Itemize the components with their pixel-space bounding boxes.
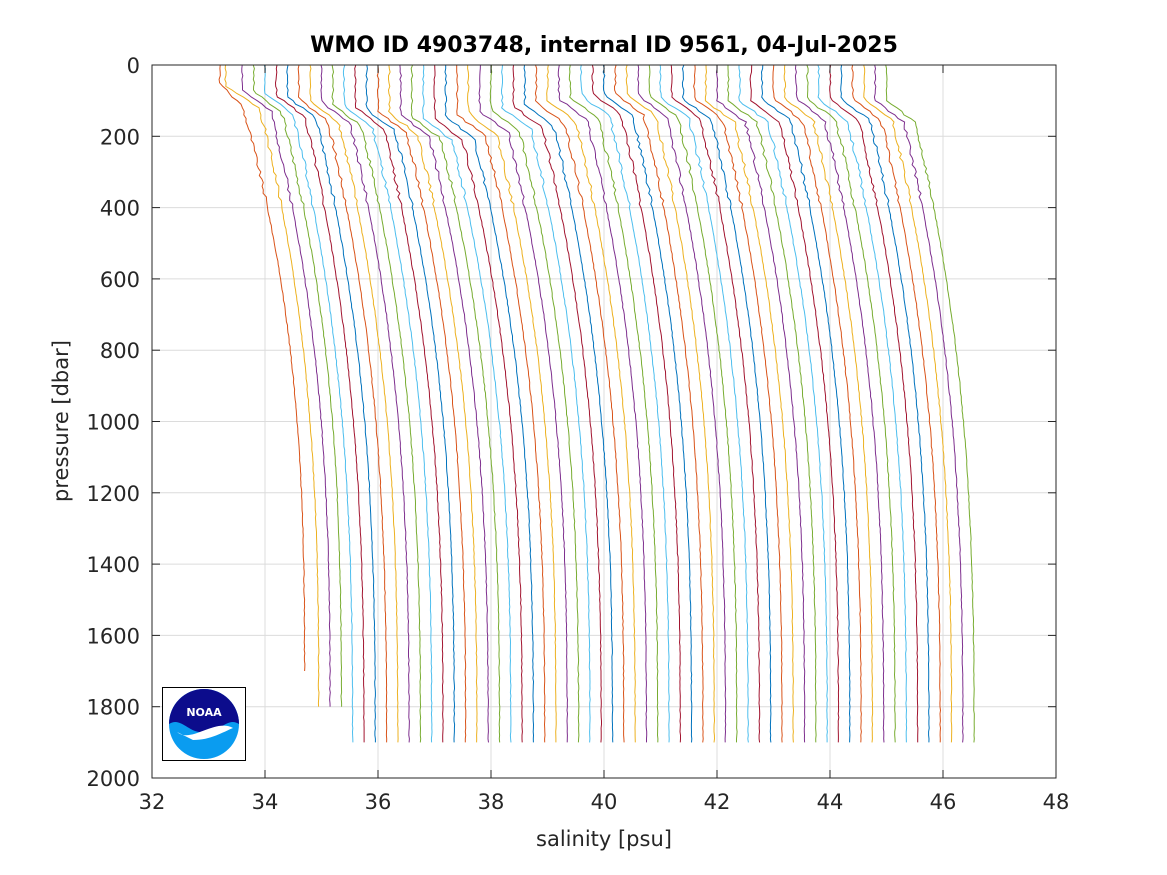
y-tick-label: 2000	[87, 767, 140, 791]
profile-line-2	[224, 64, 320, 707]
profile-line-18	[410, 64, 501, 743]
x-tick-label: 36	[365, 790, 392, 814]
profile-line-58	[863, 64, 953, 743]
profile-line-26	[500, 64, 591, 743]
profile-line-17	[399, 64, 489, 743]
profile-line-21	[444, 65, 535, 743]
y-tick-label: 800	[100, 339, 140, 363]
y-tick-label: 0	[127, 54, 140, 78]
profile-line-32	[568, 64, 659, 743]
profile-line-27	[512, 64, 602, 743]
y-tick-label: 600	[100, 268, 140, 292]
profile-line-15	[376, 64, 467, 743]
profile-line-54	[817, 64, 908, 743]
profile-line-29	[534, 64, 625, 743]
profile-line-45	[715, 64, 806, 743]
profile-line-13	[354, 64, 444, 743]
y-tick-label: 200	[100, 125, 140, 149]
profile-line-53	[806, 64, 896, 743]
profile-line-16	[387, 64, 478, 743]
profile-line-19	[422, 64, 512, 743]
profile-line-55	[829, 64, 919, 743]
profile-line-36	[613, 64, 704, 743]
profile-line-3	[241, 64, 331, 707]
profile-line-59	[873, 64, 964, 743]
profile-line-35	[602, 64, 693, 743]
y-tick-label: 1000	[87, 411, 140, 435]
profile-line-52	[794, 64, 885, 743]
profile-line-40	[659, 64, 749, 743]
profile-line-49	[760, 64, 851, 743]
x-tick-label: 44	[817, 790, 844, 814]
profile-line-22	[455, 65, 546, 743]
profile-line-24	[478, 64, 569, 743]
noaa-logo: NOAA	[162, 687, 246, 761]
profile-line-14	[365, 64, 456, 743]
profile-line-6	[274, 64, 365, 743]
profile-line-31	[557, 64, 648, 743]
x-tick-label: 48	[1043, 790, 1070, 814]
profiles	[218, 64, 975, 743]
profile-line-25	[489, 64, 580, 743]
profile-line-34	[591, 64, 681, 743]
profile-line-12	[342, 64, 433, 743]
x-axis-label: salinity [psu]	[536, 827, 672, 851]
profile-line-46	[727, 65, 817, 743]
profile-line-28	[523, 64, 614, 743]
profile-line-38	[637, 64, 727, 743]
y-tick-label: 1400	[87, 553, 140, 577]
profile-line-23	[467, 64, 557, 743]
x-tick-label: 32	[139, 790, 166, 814]
profile-line-4	[252, 64, 343, 707]
profile-line-44	[704, 64, 795, 743]
profile-line-10	[320, 64, 410, 743]
profile-line-43	[693, 64, 783, 743]
logo-wordmark: NOAA	[186, 706, 222, 719]
ticks: 32 34 36 38 40 42 44 46 48 0 200 400 600 800 1000 1200 1…	[87, 54, 1070, 814]
y-tick-label: 1800	[87, 696, 140, 720]
logo-gull-wave	[177, 725, 233, 740]
profile-line-11	[331, 64, 422, 743]
profile-line-30	[546, 64, 636, 743]
profile-line-37	[625, 64, 716, 743]
profile-line-41	[670, 64, 761, 743]
y-tick-label: 1600	[87, 624, 140, 648]
profile-line-60	[885, 64, 975, 743]
y-tick-label: 1200	[87, 482, 140, 506]
profile-line-47	[738, 65, 828, 743]
profile-line-48	[749, 64, 840, 743]
profile-line-33	[580, 64, 670, 743]
logo-top-half	[169, 689, 239, 733]
profile-line-9	[309, 64, 399, 743]
x-tick-label: 40	[591, 790, 618, 814]
profile-line-39	[648, 64, 738, 743]
profile-line-1	[218, 64, 306, 672]
chart-title: WMO ID 4903748, internal ID 9561, 04-Jul…	[310, 33, 898, 58]
y-axis-label: pressure [dbar]	[49, 340, 73, 502]
y-tick-label: 400	[100, 197, 140, 221]
profile-line-51	[783, 64, 874, 743]
profile-line-57	[851, 64, 942, 743]
profile-line-20	[433, 64, 523, 743]
profile-line-8	[297, 64, 388, 743]
noaa-emblem-icon: NOAA	[169, 689, 239, 759]
x-tick-label: 38	[478, 790, 505, 814]
profile-line-56	[840, 64, 930, 743]
x-tick-label: 34	[252, 790, 279, 814]
profile-line-7	[286, 64, 376, 743]
x-tick-label: 42	[704, 790, 731, 814]
profile-line-42	[681, 64, 772, 743]
x-tick-label: 46	[930, 790, 957, 814]
profile-line-50	[772, 64, 862, 743]
profile-line-5	[263, 64, 354, 743]
